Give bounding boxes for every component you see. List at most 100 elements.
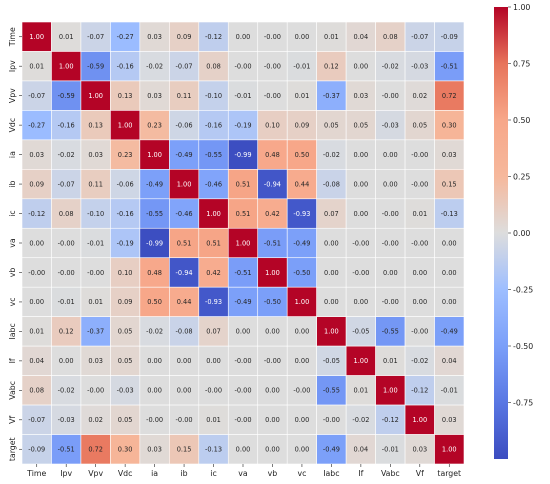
heatmap-cell-value: -0.27 — [28, 121, 45, 129]
heatmap-cell — [286, 198, 317, 229]
heatmap-cell-value: 0.02 — [88, 416, 103, 424]
heatmap-cell — [316, 257, 347, 288]
heatmap-cell-value: -0.00 — [411, 239, 428, 247]
heatmap-cell — [169, 257, 200, 288]
heatmap-cell — [345, 404, 376, 435]
heatmap-cell-value: 1.00 — [295, 298, 310, 306]
y-axis-tick-label: Vdc — [8, 118, 17, 133]
heatmap-cell-value: 0.01 — [29, 328, 44, 336]
heatmap-cell — [404, 169, 435, 200]
heatmap-cell-value: -0.00 — [58, 269, 75, 277]
heatmap-cell — [80, 51, 111, 82]
heatmap-cell-value: 0.05 — [118, 416, 133, 424]
heatmap-cell-value: 0.00 — [265, 387, 280, 395]
heatmap-cell-value: -0.55 — [323, 387, 340, 395]
heatmap-cell-value: -0.07 — [28, 92, 45, 100]
heatmap-cell — [80, 169, 111, 200]
heatmap-cell-value: 1.00 — [324, 328, 339, 336]
y-axis-tick-label: Time — [8, 27, 17, 47]
heatmap-cell — [51, 21, 82, 52]
heatmap-cell-value: 0.13 — [118, 92, 133, 100]
heatmap-cell-value: 1.00 — [29, 33, 44, 41]
heatmap-cell-value: -0.01 — [87, 239, 104, 247]
heatmap-cell — [227, 110, 259, 141]
heatmap-cell — [139, 227, 170, 259]
heatmap-cell — [316, 345, 347, 376]
heatmap-cell — [21, 345, 52, 376]
x-axis-tick-label: If — [358, 469, 363, 478]
heatmap-cell-value: -0.46 — [205, 180, 222, 188]
heatmap-cell — [139, 51, 170, 82]
heatmap-cell — [434, 169, 465, 200]
heatmap-cell-value: 0.00 — [383, 180, 398, 188]
heatmap-cell — [80, 286, 111, 317]
heatmap-cell-value: -0.10 — [205, 92, 222, 100]
heatmap-cell — [198, 375, 229, 406]
heatmap-cell-value: -0.00 — [58, 239, 75, 247]
heatmap-cell — [286, 169, 317, 200]
heatmap-cell-value: 0.00 — [295, 416, 310, 424]
heatmap-cell-value: 0.00 — [265, 416, 280, 424]
heatmap-cell — [434, 404, 465, 435]
heatmap-cell-value: 0.04 — [354, 446, 369, 454]
heatmap-cell-value: -0.03 — [117, 387, 134, 395]
heatmap-cell — [21, 110, 52, 141]
heatmap-cell — [286, 286, 317, 317]
heatmap-cell-value: 0.04 — [354, 33, 369, 41]
heatmap-cell-value: 0.09 — [29, 180, 44, 188]
heatmap-cell-value: 0.50 — [147, 298, 162, 306]
heatmap-cell-value: 0.09 — [177, 33, 192, 41]
heatmap-cell-value: 0.03 — [29, 151, 44, 159]
heatmap-cell — [169, 80, 200, 111]
heatmap-cell-value: -0.02 — [411, 357, 428, 365]
x-axis-tick-label: va — [238, 469, 248, 478]
x-axis-tick-label: Vabc — [381, 469, 400, 478]
heatmap-cell-value: -0.00 — [87, 387, 104, 395]
heatmap-cell-value: -0.00 — [293, 387, 310, 395]
heatmap-cell-value: -0.00 — [234, 387, 251, 395]
x-axis-tick-label: ib — [181, 469, 188, 478]
heatmap-cell-value: 0.00 — [265, 328, 280, 336]
heatmap-cell-value: 0.00 — [177, 387, 192, 395]
heatmap-cell — [316, 286, 347, 317]
heatmap-cell-value: -0.99 — [234, 151, 251, 159]
heatmap-cell — [375, 375, 406, 406]
heatmap-cell-value: 0.01 — [88, 298, 103, 306]
heatmap-cell-value: 0.08 — [59, 210, 74, 218]
heatmap-cell-value: 0.01 — [29, 63, 44, 71]
heatmap-cell-value: -0.06 — [117, 180, 134, 188]
heatmap-cell — [51, 51, 82, 82]
heatmap-cell-value: -0.50 — [264, 298, 281, 306]
heatmap-cell-value: -0.99 — [146, 239, 163, 247]
heatmap-cell — [169, 434, 200, 465]
heatmap-cell-value: 0.01 — [206, 416, 221, 424]
heatmap-cell-value: 0.00 — [29, 298, 44, 306]
heatmap-cell-value: -0.51 — [58, 446, 75, 454]
heatmap-cell-value: -0.12 — [382, 416, 399, 424]
heatmap-cell — [434, 375, 465, 406]
heatmap-cell — [257, 375, 288, 406]
heatmap-cell — [21, 80, 52, 111]
heatmap-cell-value: 0.01 — [412, 210, 427, 218]
colorbar-tick-label: 0.00 — [513, 229, 530, 238]
x-axis-tick-label: vb — [268, 469, 278, 478]
heatmap-cell-value: -0.51 — [264, 239, 281, 247]
colorbar: 1.00 0.75 0.50 0.25 0.00 -0.25 -0.50 -0.75 — [494, 3, 533, 459]
heatmap-cell-value: 0.01 — [324, 33, 339, 41]
heatmap-cell-value: 1.00 — [147, 151, 162, 159]
heatmap-cell-value: 0.42 — [265, 210, 280, 218]
heatmap-cell — [227, 51, 259, 82]
heatmap-cell-value: -0.16 — [205, 121, 222, 129]
x-axis-tick-label: Iabc — [323, 469, 339, 478]
heatmap-cell-value: -0.00 — [234, 357, 251, 365]
heatmap-cell — [227, 198, 259, 229]
heatmap-cell-value: 0.03 — [147, 33, 162, 41]
heatmap-cell-value: -0.00 — [264, 92, 281, 100]
heatmap-cell — [316, 110, 347, 141]
heatmap-cell — [110, 169, 141, 200]
heatmap-cell-value: -0.07 — [28, 416, 45, 424]
y-axis-tick-label: Ipv — [8, 60, 17, 72]
heatmap-cell-value: -0.05 — [352, 328, 369, 336]
heatmap-cell-value: -0.49 — [176, 151, 193, 159]
heatmap-cell-value: 1.00 — [412, 416, 427, 424]
